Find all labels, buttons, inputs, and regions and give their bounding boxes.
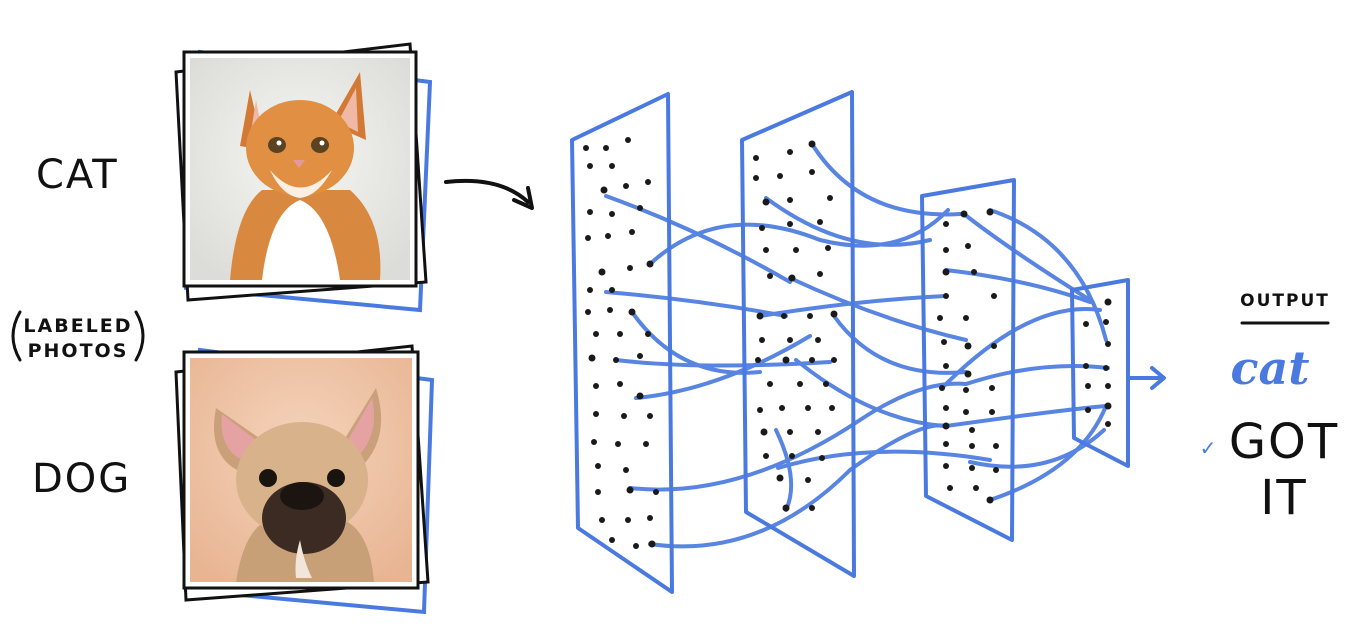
dog-label: DOG: [32, 456, 131, 502]
input-arrow-icon: [444, 178, 534, 210]
layer-planes: [570, 90, 1130, 594]
layer-3-plane: [920, 178, 1016, 542]
output-arrow-icon: [1128, 366, 1166, 390]
cat-illustration: [230, 72, 381, 280]
verdict-line2: IT: [1260, 470, 1307, 526]
dog-photo-stack: [174, 344, 435, 615]
prediction-text: cat: [1230, 341, 1309, 395]
network-nodes: [583, 137, 1112, 549]
cat-photo-stack: [174, 42, 433, 313]
layer-4-plane: [1070, 278, 1130, 468]
labeled-photos-line2: PHOTOS: [28, 340, 129, 362]
network-connections: [604, 142, 1110, 549]
layer-2-plane: [740, 90, 856, 578]
labeled-photos-line1: LABELED: [23, 315, 132, 337]
cat-label: CAT: [36, 152, 119, 198]
output-heading: OUTPUT: [1240, 291, 1330, 311]
layer-1-plane: [570, 92, 674, 594]
labeled-photos-label: LABELED PHOTOS: [11, 310, 145, 362]
check-icon: ✓: [1200, 436, 1217, 460]
dog-illustration: [214, 388, 382, 582]
neural-network: [570, 90, 1130, 594]
output-panel: OUTPUT cat ✓ GOT IT: [1200, 291, 1339, 526]
verdict-line1: GOT: [1229, 414, 1339, 470]
